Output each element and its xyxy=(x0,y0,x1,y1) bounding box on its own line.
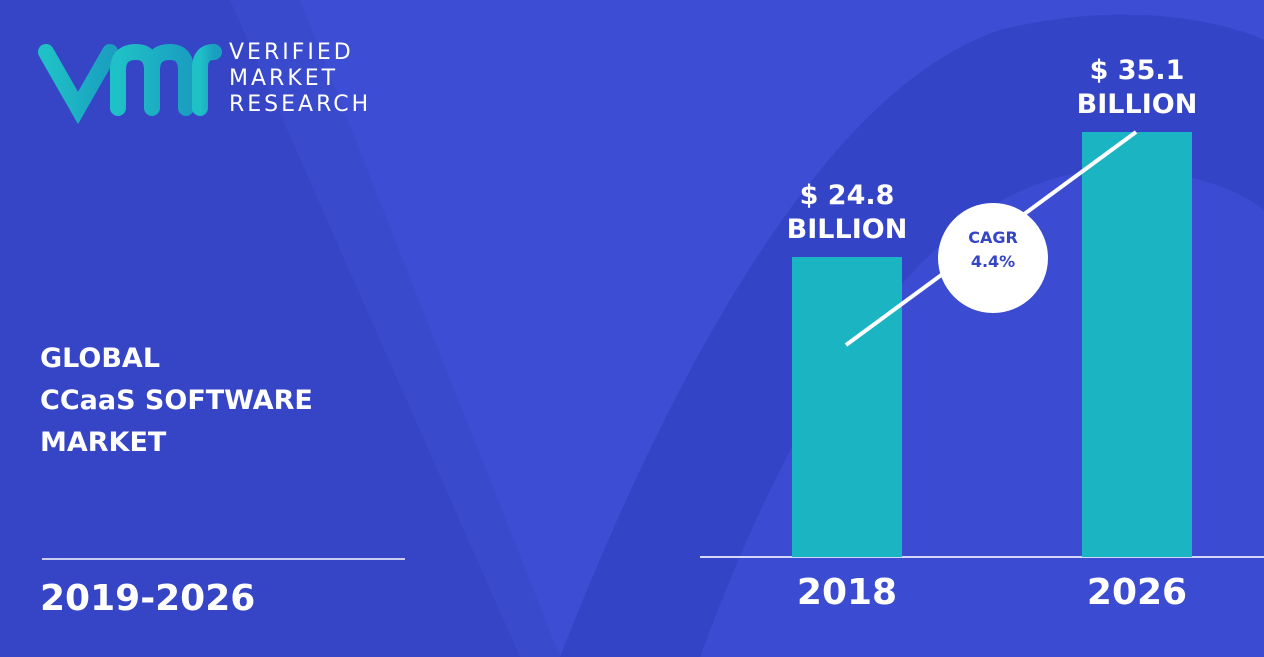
bg-shape xyxy=(230,0,560,657)
value-label: $ 35.1 BILLION xyxy=(1076,55,1198,120)
logo-text: MARKET xyxy=(229,66,339,91)
x-tick-label: 2018 xyxy=(796,572,898,613)
cagr-label: CAGR 4.4% xyxy=(968,228,1018,271)
title-line: CCaaS SOFTWARE xyxy=(40,385,313,416)
logo-mark xyxy=(38,43,222,125)
bar xyxy=(792,256,902,557)
subtitle: 2019-2026 xyxy=(40,578,256,619)
title-line: GLOBAL xyxy=(40,343,161,374)
title-line: MARKET xyxy=(40,427,167,458)
bg-shape xyxy=(0,0,520,657)
bar xyxy=(1082,132,1192,557)
x-tick-label: 2026 xyxy=(1086,572,1188,613)
logo-text: RESEARCH xyxy=(229,92,372,117)
value-label: $ 24.8 BILLION xyxy=(786,179,908,245)
logo-text: VERIFIED xyxy=(229,40,354,65)
